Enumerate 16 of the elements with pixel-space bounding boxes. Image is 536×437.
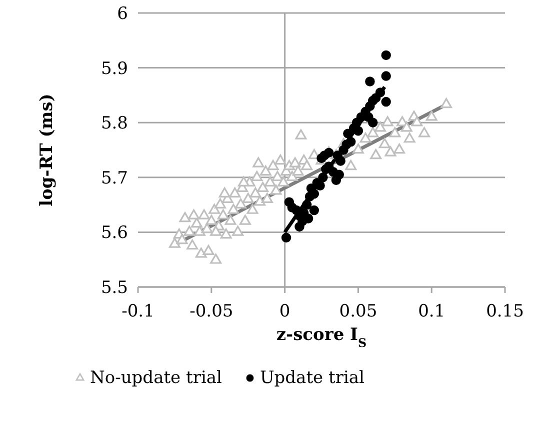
- x-tick-label: -0.1: [122, 301, 154, 322]
- y-tick-label: 5.8: [100, 114, 128, 134]
- x-tick-label: 0.05: [339, 301, 378, 322]
- y-tick-label: 6: [117, 4, 128, 24]
- x-tick-label: -0.05: [190, 301, 234, 322]
- y-tick-label: 5.6: [100, 223, 128, 244]
- x-tick-label: 0: [279, 301, 290, 322]
- y-tick-label: 5.7: [100, 168, 128, 188]
- x-tick-label: 0.1: [418, 301, 446, 322]
- legend-label: No-update trial: [90, 368, 222, 388]
- y-axis-title: log-RT (ms): [37, 94, 57, 206]
- y-tick-label: 5.5: [100, 278, 128, 298]
- x-axis-title: z-score I$_{S}$: [276, 325, 367, 350]
- y-tick-label: 5.9: [100, 58, 128, 79]
- legend-label: Update trial: [260, 368, 364, 388]
- x-tick-label: 0.15: [486, 301, 524, 322]
